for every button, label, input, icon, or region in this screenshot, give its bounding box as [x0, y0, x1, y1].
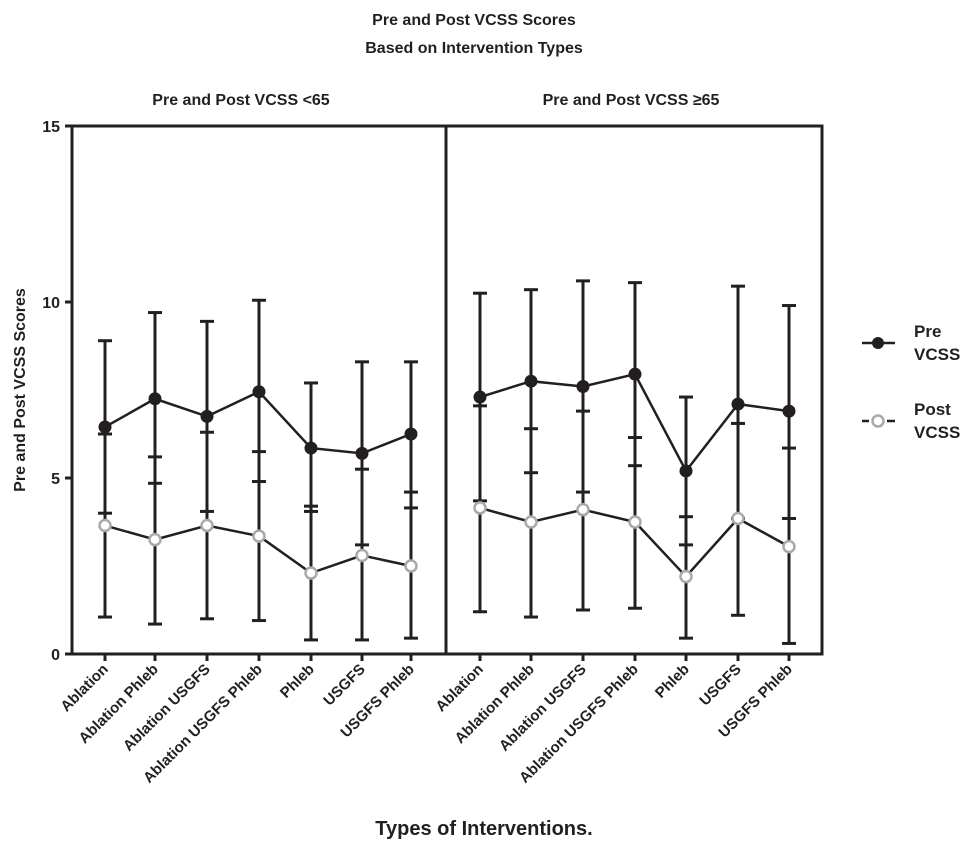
data-point-pre [304, 441, 318, 455]
data-point-post [98, 518, 112, 533]
data-point-post [355, 548, 369, 563]
data-point-pre [148, 392, 162, 406]
series-post-vcss [473, 404, 796, 645]
legend-label-line1: Pre [914, 322, 941, 341]
x-tick-label: Phleb [652, 661, 693, 702]
series-pre-vcss [98, 298, 418, 547]
data-point-pre [782, 404, 796, 418]
data-point-post [679, 569, 693, 584]
data-point-pre [628, 367, 642, 381]
x-tick-label: Phleb [277, 661, 318, 702]
x-tick-label: Ablation USGFS [120, 661, 214, 755]
data-point-pre [679, 464, 693, 478]
legend-label-line2: VCSS [914, 345, 960, 364]
data-point-post [304, 566, 318, 580]
data-point-post [252, 529, 266, 543]
chart-subtitle: Based on Intervention Types [365, 40, 583, 57]
data-point-post [404, 559, 418, 573]
y-tick-label: 10 [42, 295, 60, 312]
y-tick-label: 15 [42, 119, 60, 136]
data-point-post [200, 518, 214, 533]
legend-label-line2: VCSS [914, 423, 960, 442]
panel-title-under-65: Pre and Post VCSS <65 [152, 92, 330, 109]
legend: Pre VCSS Post VCSS [862, 322, 960, 442]
data-point-pre [473, 390, 487, 404]
legend-marker-open [871, 414, 885, 428]
data-point-post [473, 501, 487, 515]
x-axis-label: Types of Interventions. [375, 818, 592, 840]
chart-title: Pre and Post VCSS Scores [372, 12, 576, 29]
data-point-pre [404, 427, 418, 441]
legend-marker-filled [872, 337, 884, 349]
y-axis-label: Pre and Post VCSS Scores [12, 288, 29, 492]
legend-item-pre: Pre VCSS [862, 322, 960, 364]
y-tick-label: 5 [51, 471, 60, 488]
x-tick-label: USGFS [696, 661, 745, 710]
data-point-post [524, 515, 538, 529]
panel-title-65-plus: Pre and Post VCSS ≥65 [543, 92, 720, 109]
data-point-post [782, 539, 796, 554]
data-point-post [731, 511, 745, 526]
data-point-pre [200, 409, 214, 423]
data-point-pre [98, 420, 112, 434]
data-point-pre [731, 397, 745, 411]
y-tick-label: 0 [51, 647, 60, 664]
data-point-post [148, 532, 162, 547]
x-tick-label: USGFS [320, 661, 369, 710]
legend-item-post: Post VCSS [862, 400, 960, 442]
data-point-pre [355, 446, 369, 460]
data-point-pre [252, 385, 266, 399]
legend-label-line1: Post [914, 400, 951, 419]
data-point-post [576, 502, 590, 517]
x-tick-label: Ablation USGFS [496, 661, 590, 755]
data-point-post [628, 515, 642, 529]
data-point-pre [576, 379, 590, 393]
data-point-pre [524, 374, 538, 388]
series-post-vcss [98, 430, 418, 642]
